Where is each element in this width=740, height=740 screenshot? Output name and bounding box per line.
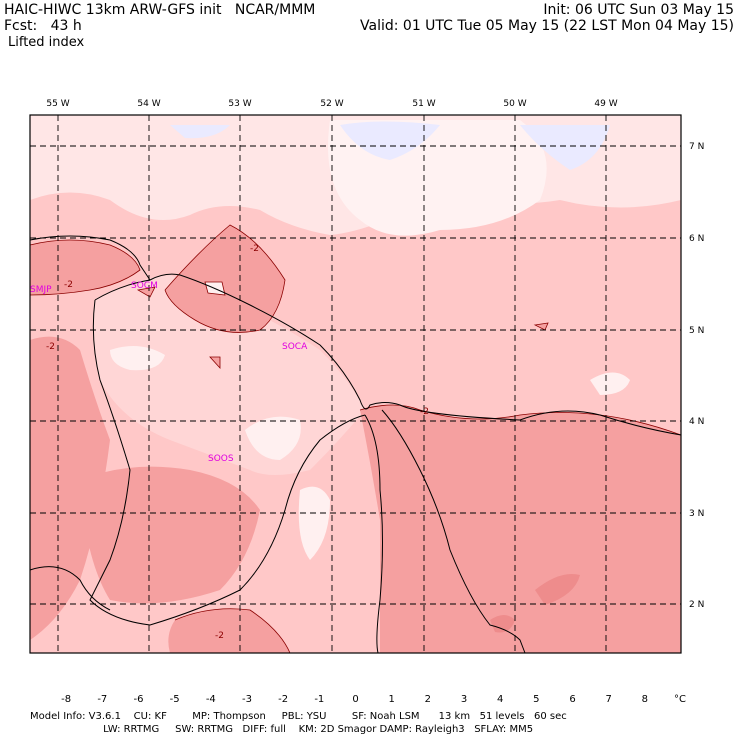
station-label: SMJP (30, 285, 52, 295)
lon-label: 54 W (137, 99, 160, 109)
colorbar-tick-label: 8 (641, 694, 649, 705)
colorbar-tick-label: -1 (314, 694, 325, 705)
field-dark-north-wedge (165, 225, 285, 333)
lon-label: 49 W (594, 99, 617, 109)
header-valid-time: Valid: 01 UTC Tue 05 May 15 (22 LST Mon … (360, 18, 734, 34)
lon-label: 52 W (320, 99, 343, 109)
field-light-spot-4 (590, 372, 630, 395)
lon-label: 55 W (46, 99, 69, 109)
field-dark-south (168, 608, 290, 653)
lat-label: 4 N (689, 417, 704, 427)
header-init-time: Init: 06 UTC Sun 03 May 15 (543, 2, 734, 18)
field-dark-west (30, 336, 110, 640)
colorbar-tick-label: -5 (169, 694, 180, 705)
field-negative-region-3 (170, 125, 230, 139)
contour-label: -2 (64, 280, 73, 290)
field-darker-spot-2 (490, 615, 515, 633)
map-frame (29, 114, 682, 654)
colorbar-tick-label: 4 (496, 694, 504, 705)
lon-label: 53 W (228, 99, 251, 109)
lat-label: 7 N (689, 142, 704, 152)
field-light-spot-1 (110, 346, 165, 371)
contour-label: -2 (215, 631, 224, 641)
contour-label: -2 (46, 342, 55, 352)
lat-label: 5 N (689, 326, 704, 336)
lat-label: 6 N (689, 234, 704, 244)
colorbar-tick-label: 3 (460, 694, 468, 705)
colorbar-tick-label: 1 (388, 694, 395, 705)
field-dark-east (360, 405, 681, 653)
field-dark-southwest (80, 466, 260, 604)
colorbar-tick-label: 6 (569, 694, 576, 705)
colorbar-tick-label: -7 (97, 694, 108, 705)
colorbar-tick-label: -8 (61, 694, 72, 705)
colorbar-unit: °C (674, 694, 686, 705)
contour-label: -2 (250, 244, 259, 254)
lon-label: 51 W (412, 99, 435, 109)
colorbar-tick-label: -6 (133, 694, 144, 705)
colorbar-tick-label: -2 (278, 694, 289, 705)
lat-label: 3 N (689, 509, 704, 519)
station-label: SOOS (208, 454, 234, 464)
footer-model-info-2: LW: RRTMG SW: RRTMG DIFF: full KM: 2D Sm… (30, 724, 534, 735)
field-negative-region (340, 121, 440, 160)
lon-label: 50 W (503, 99, 526, 109)
header-title-left: HAIC-HIWC 13km ARW-GFS init NCAR/MMM (4, 2, 316, 18)
footer-model-info: Model Info: V3.6.1 CU: KF MP: Thompson P… (30, 711, 567, 722)
field-light-spot-3 (298, 486, 330, 560)
field-negative-region-2 (520, 125, 610, 170)
colorbar-tick-label: 5 (533, 694, 540, 705)
map-panel: 55 W 54 W 53 W 52 W 51 W 50 W 49 W 7 N 6… (29, 99, 704, 654)
lat-label: 2 N (689, 600, 704, 610)
colorbar-tick-label: -4 (205, 694, 216, 705)
header-forecast-hour: Fcst: 43 h (4, 18, 82, 34)
field-light-spot-2 (245, 416, 301, 460)
colorbar-tick-label: 0 (352, 694, 359, 705)
field-darker-spot (535, 574, 580, 605)
field-dark-northwest (30, 240, 140, 295)
colorbar-tick-label: 2 (424, 694, 432, 705)
station-label: SOCM (131, 281, 158, 291)
colorbar-tick-label: 7 (605, 694, 612, 705)
contour-label: -2 (420, 407, 429, 417)
field-name: Lifted index (8, 35, 85, 50)
colorbar-tick-label: -3 (242, 694, 252, 705)
coastline (29, 235, 682, 654)
lat-lon-grid (30, 115, 681, 653)
station-label: SOCA (282, 342, 308, 352)
